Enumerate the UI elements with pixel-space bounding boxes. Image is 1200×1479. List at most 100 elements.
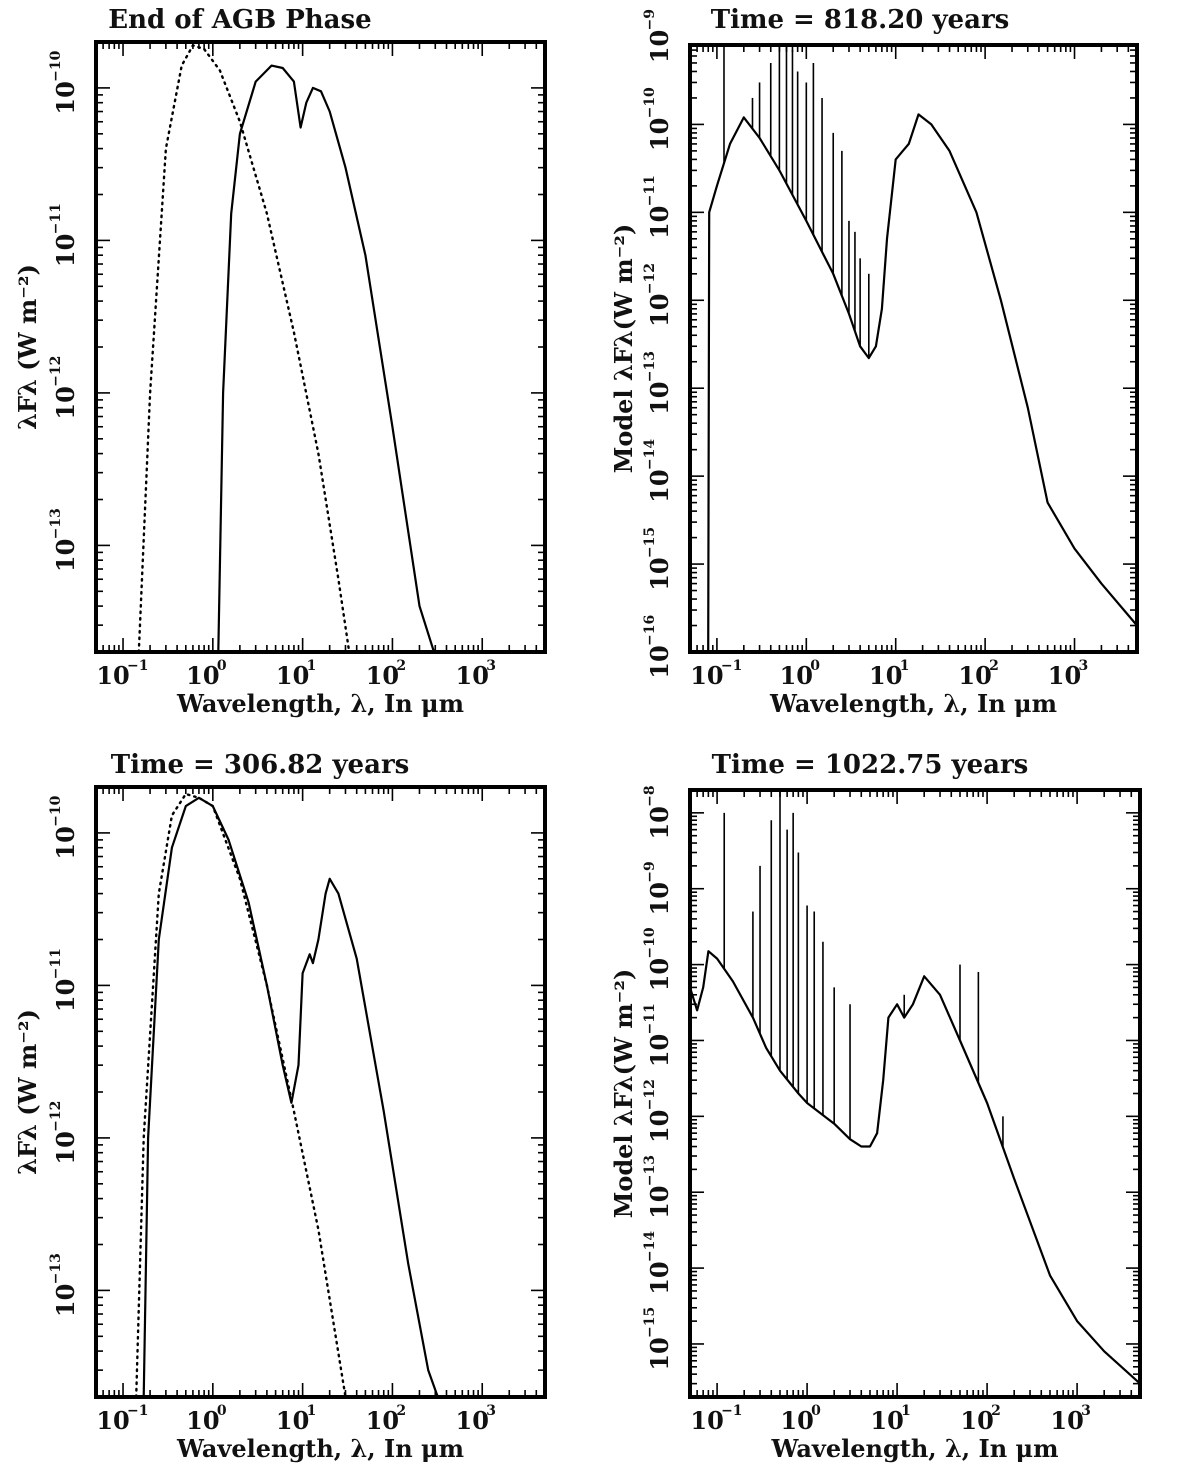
- y-tick-label-exponent: −13: [48, 508, 64, 539]
- x-tick-label-exponent: 1: [901, 1403, 911, 1419]
- x-tick-label-exponent: −1: [721, 1403, 742, 1419]
- x-tick-label: 10: [276, 1406, 309, 1435]
- x-tick-label-exponent: 3: [486, 658, 496, 674]
- y-tick-label-exponent: −11: [642, 1003, 658, 1034]
- y-tick-label-exponent: −11: [48, 203, 64, 234]
- y-tick-label-exponent: −16: [642, 615, 658, 646]
- x-tick-label: 10: [96, 661, 129, 690]
- y-tick-label-base: 10: [51, 979, 80, 1012]
- solid-series-line: [690, 950, 1140, 1385]
- y-tick-label: 10−11: [48, 948, 80, 1012]
- x-tick-label-exponent: −1: [721, 658, 742, 674]
- x-tick-label-exponent: 1: [307, 658, 317, 674]
- y-tick-label-base: 10: [645, 206, 674, 239]
- plot-frame: [688, 43, 1139, 654]
- y-tick-label: 10−15: [642, 1307, 674, 1371]
- x-tick-label-exponent: 3: [1081, 1403, 1091, 1419]
- y-tick-label: 10−10: [48, 50, 80, 114]
- x-tick-label: 10: [1050, 1406, 1083, 1435]
- y-tick-label-base: 10: [645, 882, 674, 915]
- y-tick-label-exponent: −14: [642, 1231, 658, 1262]
- y-tick-label: 10−11: [642, 1003, 674, 1067]
- y-tick-label-exponent: −10: [642, 927, 658, 958]
- y-tick-label-exponent: −13: [642, 1155, 658, 1186]
- y-tick-label-base: 10: [645, 1337, 674, 1370]
- solid-series-line: [217, 64, 436, 652]
- y-tick-label: 10−14: [642, 439, 674, 503]
- x-tick-label-exponent: 2: [991, 1403, 1001, 1419]
- x-tick-label: 10: [186, 1406, 219, 1435]
- x-tick-label: 10: [690, 1406, 723, 1435]
- x-tick-label: 10: [780, 1406, 813, 1435]
- y-tick-label-base: 10: [645, 30, 674, 63]
- y-tick-label: 10−9: [642, 861, 674, 915]
- y-tick-label: 10−14: [642, 1231, 674, 1295]
- x-tick-label: 10: [1048, 661, 1081, 690]
- solid-series-line: [142, 796, 439, 1397]
- x-tick-label-exponent: 1: [900, 658, 910, 674]
- y-tick-label: 10−13: [48, 508, 80, 572]
- chart-title: Time = 306.82 years: [111, 750, 410, 780]
- y-tick-label-base: 10: [645, 645, 674, 678]
- x-tick-label: 10: [456, 661, 489, 690]
- y-tick-label-exponent: −13: [642, 351, 658, 382]
- y-tick-label-exponent: −12: [48, 1101, 64, 1132]
- y-tick-label-base: 10: [645, 1261, 674, 1294]
- y-tick-label-exponent: −10: [48, 50, 64, 81]
- x-tick-label-exponent: 0: [217, 658, 227, 674]
- y-tick-label-exponent: −11: [642, 175, 658, 206]
- x-tick-label: 10: [958, 661, 991, 690]
- y-tick-label: 10−12: [48, 1101, 80, 1165]
- y-tick-label-base: 10: [645, 1034, 674, 1067]
- y-tick-label-exponent: −8: [642, 785, 658, 806]
- y-tick-label: 10−13: [642, 351, 674, 415]
- x-tick-label: 10: [690, 661, 723, 690]
- x-tick-label: 10: [366, 661, 399, 690]
- plot-area: [690, 790, 1140, 1385]
- y-tick-label-base: 10: [51, 1131, 80, 1164]
- y-tick-label: 10−12: [642, 1079, 674, 1143]
- x-tick-label-exponent: −1: [127, 1403, 148, 1419]
- y-tick-label: 10−10: [642, 927, 674, 991]
- y-axis-label: Model λFλ(W m⁻²): [609, 224, 638, 473]
- x-tick-label: 10: [276, 661, 309, 690]
- y-tick-label-base: 10: [645, 557, 674, 590]
- plot-frame: [94, 785, 547, 1399]
- y-tick-label-base: 10: [51, 539, 80, 572]
- x-tick-label-exponent: 2: [396, 1403, 406, 1419]
- solid-series-line: [707, 113, 1137, 652]
- x-tick-label: 10: [456, 1406, 489, 1435]
- x-tick-label-exponent: 2: [396, 658, 406, 674]
- x-tick-label: 10: [366, 1406, 399, 1435]
- y-tick-label: 10−13: [642, 1155, 674, 1219]
- y-tick-label-base: 10: [645, 958, 674, 991]
- y-tick-label-base: 10: [645, 469, 674, 502]
- x-tick-label-exponent: 1: [307, 1403, 317, 1419]
- y-tick-label-base: 10: [51, 386, 80, 419]
- y-tick-label: 10−9: [642, 9, 674, 63]
- y-tick-label-exponent: −9: [642, 9, 658, 30]
- plot-area: [137, 43, 436, 652]
- y-tick-label-exponent: −14: [642, 439, 658, 470]
- plot-frame: [688, 788, 1142, 1399]
- x-axis-label: Wavelength, λ, In μm: [769, 689, 1057, 718]
- y-tick-label: 10−12: [48, 356, 80, 420]
- y-tick-label-base: 10: [645, 1110, 674, 1143]
- y-tick-label: 10−16: [642, 615, 674, 679]
- x-tick-label: 10: [869, 661, 902, 690]
- x-tick-label: 10: [780, 661, 813, 690]
- x-tick-label-exponent: 0: [217, 1403, 227, 1419]
- y-tick-label-exponent: −12: [642, 1079, 658, 1110]
- y-tick-label: 10−10: [642, 87, 674, 151]
- x-tick-label: 10: [186, 661, 219, 690]
- x-axis-label: Wavelength, λ, In μm: [176, 1434, 464, 1463]
- plot-frame: [94, 40, 547, 654]
- y-tick-label-exponent: −10: [642, 87, 658, 118]
- y-tick-label: 10−10: [48, 795, 80, 859]
- y-tick-label: 10−15: [642, 527, 674, 591]
